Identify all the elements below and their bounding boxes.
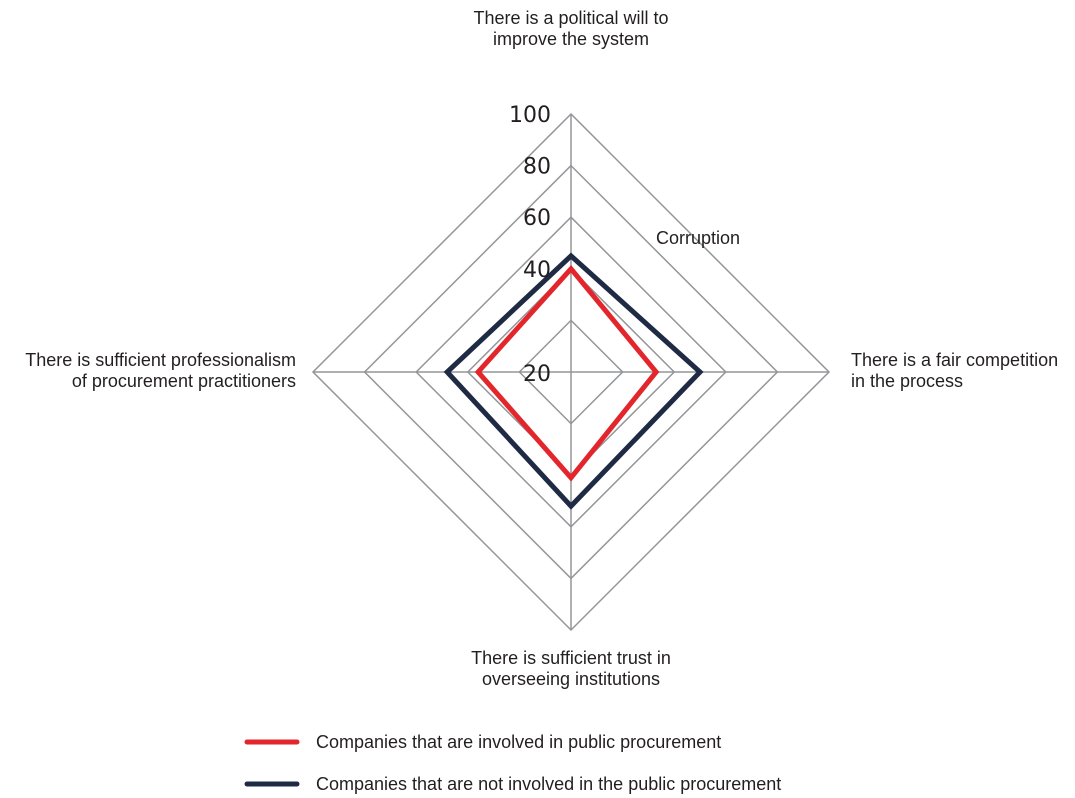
radar-axis-labels: There is a political will to improve the … [25, 8, 1058, 689]
corruption-annotation: Corruption [656, 228, 740, 248]
legend-label-1: Companies that are not involved in the p… [316, 774, 781, 794]
axis-label-0: There is a political will to improve the … [473, 8, 668, 49]
radar-tick-labels: 20 40 60 80 100 [509, 103, 551, 387]
axis-label-3: There is sufficient professionalism of pr… [25, 350, 296, 391]
legend-label-0: Companies that are involved in public pr… [316, 732, 721, 752]
tick-label-20: 20 [523, 362, 551, 387]
axis-label-1: There is a fair competition in the proces… [851, 350, 1058, 391]
legend: Companies that are involved in public pr… [244, 732, 781, 794]
axis-label-2: There is sufficient trust in overseeing i… [471, 648, 671, 689]
radar-series [443, 252, 704, 510]
tick-label-100: 100 [509, 103, 551, 128]
tick-label-60: 60 [523, 206, 551, 231]
tick-label-40: 40 [523, 258, 551, 283]
radar-spokes [313, 114, 829, 630]
tick-label-80: 80 [523, 155, 551, 180]
